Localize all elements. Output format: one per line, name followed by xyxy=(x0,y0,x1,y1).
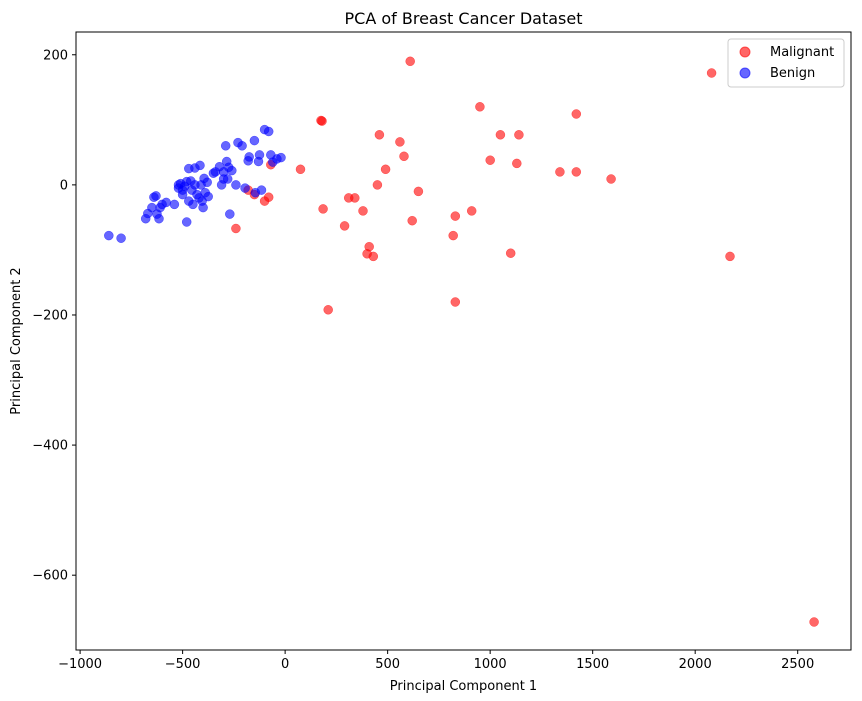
y-tick-label: 0 xyxy=(60,178,68,193)
point-benign xyxy=(240,183,250,193)
point-malignant xyxy=(606,174,616,184)
point-malignant xyxy=(413,186,424,197)
point-benign xyxy=(276,152,286,163)
point-benign xyxy=(227,165,237,176)
point-malignant xyxy=(323,305,333,315)
x-tick-label: 1000 xyxy=(474,657,507,672)
x-tick-label: −1000 xyxy=(58,657,102,672)
point-benign xyxy=(188,199,198,210)
y-axis-title: Principal Component 2 xyxy=(9,267,24,414)
point-malignant xyxy=(706,68,717,78)
point-benign xyxy=(151,191,161,201)
point-malignant xyxy=(405,56,415,67)
plot-frame xyxy=(75,31,852,651)
points-layer xyxy=(104,56,819,627)
point-malignant xyxy=(495,130,506,140)
point-benign xyxy=(161,197,171,208)
point-benign xyxy=(222,174,233,184)
point-benign xyxy=(202,177,212,188)
point-malignant xyxy=(339,221,350,231)
point-malignant xyxy=(555,167,565,177)
point-malignant xyxy=(466,206,477,216)
point-benign xyxy=(116,233,126,243)
point-benign xyxy=(169,199,180,210)
point-malignant xyxy=(485,155,495,165)
point-malignant xyxy=(362,249,372,259)
point-malignant xyxy=(450,297,461,307)
point-benign xyxy=(104,230,114,241)
point-malignant xyxy=(475,102,485,112)
point-malignant xyxy=(571,167,582,177)
point-malignant xyxy=(343,193,354,203)
point-malignant xyxy=(725,251,735,262)
point-malignant xyxy=(380,164,391,175)
x-axis-title: Principal Component 1 xyxy=(390,679,537,694)
point-benign xyxy=(198,202,208,213)
point-benign xyxy=(225,209,235,219)
y-tick-label: −600 xyxy=(32,569,68,584)
x-axis: −1000 −500 0 500 1000 1500 2000 2500 xyxy=(58,650,814,672)
point-benign xyxy=(231,180,241,190)
point-malignant xyxy=(512,158,522,169)
y-tick-label: 200 xyxy=(43,48,68,63)
y-axis: 200 0 −200 −400 −600 xyxy=(32,48,76,584)
point-malignant xyxy=(407,215,417,226)
point-malignant xyxy=(514,130,524,140)
x-tick-label: 2000 xyxy=(679,657,712,672)
point-benign xyxy=(181,217,192,227)
point-benign xyxy=(244,152,254,162)
point-malignant xyxy=(450,211,461,221)
legend-marker-benign xyxy=(739,67,751,79)
point-benign xyxy=(249,135,260,146)
point-malignant xyxy=(395,137,405,147)
point-malignant xyxy=(318,204,328,214)
point-malignant xyxy=(358,206,368,216)
point-malignant xyxy=(374,130,385,140)
y-tick-label: −200 xyxy=(32,308,68,323)
point-benign xyxy=(256,185,267,195)
chart-title: PCA of Breast Cancer Dataset xyxy=(345,9,583,28)
legend: Malignant Benign xyxy=(727,38,845,88)
point-benign xyxy=(263,126,274,137)
point-malignant xyxy=(231,223,241,234)
point-benign xyxy=(154,213,164,224)
x-tick-label: 2500 xyxy=(781,657,814,672)
point-malignant xyxy=(372,180,383,190)
point-malignant xyxy=(571,109,582,119)
point-malignant xyxy=(809,617,819,627)
x-tick-label: 0 xyxy=(281,657,289,672)
legend-label-malignant: Malignant xyxy=(770,45,834,60)
point-malignant xyxy=(259,196,270,206)
x-tick-label: 500 xyxy=(375,657,400,672)
x-tick-label: 1500 xyxy=(576,657,609,672)
x-tick-label: −500 xyxy=(165,657,201,672)
point-malignant xyxy=(448,230,458,241)
point-benign xyxy=(220,141,231,151)
legend-box xyxy=(727,38,845,88)
point-benign xyxy=(237,141,247,151)
point-benign xyxy=(203,191,213,202)
point-malignant xyxy=(505,248,516,258)
legend-label-benign: Benign xyxy=(770,66,815,81)
point-malignant xyxy=(399,151,409,162)
point-benign xyxy=(254,150,265,160)
point-malignant xyxy=(316,115,326,126)
point-benign xyxy=(195,160,205,171)
y-tick-label: −400 xyxy=(32,439,68,454)
legend-marker-malignant xyxy=(739,46,751,58)
point-malignant xyxy=(295,164,306,175)
